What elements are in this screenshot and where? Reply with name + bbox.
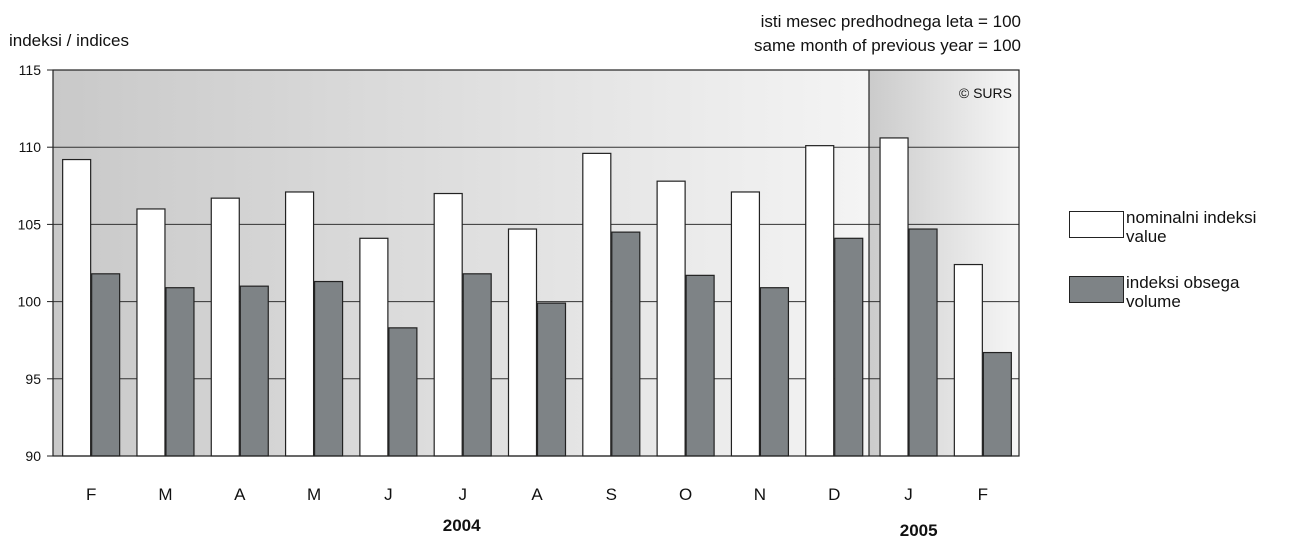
legend-swatch-nominal [1069, 211, 1124, 238]
legend-label-volume-line-1: indeksi obsega [1126, 273, 1240, 292]
y-tick-label: 105 [18, 216, 42, 232]
bar-nominal [284, 191, 315, 457]
y-tick-label: 110 [19, 139, 42, 155]
y-tick-label: 115 [19, 62, 42, 78]
bar-nominal [210, 197, 240, 457]
bar-volume [982, 351, 1012, 457]
bar-volume [313, 280, 344, 457]
bar-volume [611, 231, 641, 457]
bar-nominal [136, 208, 166, 457]
bar-nominal [507, 228, 538, 457]
x-tick-label: J [384, 485, 393, 504]
x-tick-label: N [754, 485, 766, 504]
x-tick-label: A [531, 485, 543, 504]
bar-nominal [879, 137, 909, 457]
bar-nominal [582, 152, 612, 457]
legend-swatch-volume [1069, 276, 1124, 303]
bar-nominal [656, 180, 686, 457]
x-tick-label: J [458, 485, 467, 504]
bar-volume [908, 228, 938, 457]
bar-volume [536, 302, 567, 457]
y-axis-title: indeksi / indices [9, 31, 130, 50]
x-tick-label: A [234, 485, 246, 504]
chart-note-line-2: same month of previous year = 100 [754, 36, 1021, 55]
y-tick-label: 100 [18, 294, 42, 310]
bar-volume [834, 237, 864, 457]
x-tick-label: M [307, 485, 321, 504]
bar-volume [462, 273, 492, 457]
x-tick-label: S [606, 485, 617, 504]
y-tick-label: 95 [25, 371, 41, 387]
x-tick-label: O [679, 485, 692, 504]
bar-volume [239, 285, 269, 457]
y-tick-label: 90 [25, 448, 41, 464]
legend-label-nominal-line-2: value [1126, 227, 1167, 246]
bar-nominal [730, 191, 761, 457]
x-tick-label: F [978, 485, 988, 504]
year-label: 2005 [900, 521, 938, 540]
x-tick-label: F [86, 485, 96, 504]
chart-note-line-1: isti mesec predhodnega leta = 100 [760, 12, 1021, 31]
bar-nominal [953, 263, 983, 457]
x-tick-label: D [828, 485, 840, 504]
bar-volume [91, 273, 121, 457]
bar-volume [388, 327, 418, 457]
legend-label-volume-line-2: volume [1126, 292, 1181, 311]
bar-nominal [805, 145, 835, 457]
legend-label-nominal-line-1: nominalni indeksi [1126, 208, 1257, 227]
bar-nominal [62, 158, 92, 457]
plot-frame [52, 69, 1020, 457]
x-tick-label: J [904, 485, 913, 504]
x-tick-label: M [158, 485, 172, 504]
bar-nominal [359, 237, 389, 457]
bar-volume [685, 274, 715, 457]
year-label: 2004 [443, 516, 481, 535]
bar-nominal [433, 192, 463, 457]
watermark: © SURS [959, 85, 1012, 101]
bar-volume [165, 287, 195, 457]
bar-volume [759, 287, 790, 457]
